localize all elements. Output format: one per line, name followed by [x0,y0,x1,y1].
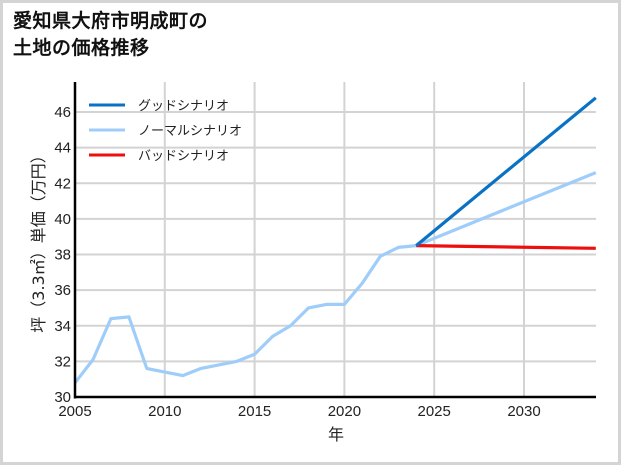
legend-label-good: グッドシナリオ [138,99,229,114]
chart-title-line2: 土地の価格推移 [13,37,150,59]
axes [73,82,596,399]
y-tick-label: 38 [54,247,71,264]
y-tick-label: 42 [54,175,71,192]
x-tick-label: 2030 [507,403,540,420]
data-series [73,96,597,384]
x-tick-label: 2010 [148,403,181,420]
chart-title-line1: 愛知県大府市明成町の [13,10,209,32]
series-line-good [415,96,597,247]
legend-label-bad: バッドシナリオ [138,149,229,164]
tick-labels: 30 32 34 36 38 40 42 44 46 2005 2010 2015 2020 2025 20… [54,104,540,420]
y-axis-label: 坪（3.3㎡）単価（万円） [29,147,48,332]
x-axis-label: 年 [328,425,344,444]
y-tick-label: 34 [54,318,71,335]
y-tick-label: 36 [54,282,71,299]
y-tick-label: 46 [54,104,71,121]
y-tick-label: 32 [54,353,71,370]
series-line-bad [416,244,596,250]
series-line-normal [73,171,597,384]
chart-title: 愛知県大府市明成町の 土地の価格推移 [13,8,208,62]
x-tick-label: 2025 [418,403,451,420]
x-tick-label: 2005 [58,403,91,420]
y-tick-label: 40 [54,211,71,228]
legend-label-normal: ノーマルシナリオ [138,124,242,139]
y-tick-label: 44 [54,140,71,157]
y-tick-label: 30 [54,389,71,406]
x-tick-label: 2020 [328,403,361,420]
x-tick-label: 2015 [238,403,271,420]
